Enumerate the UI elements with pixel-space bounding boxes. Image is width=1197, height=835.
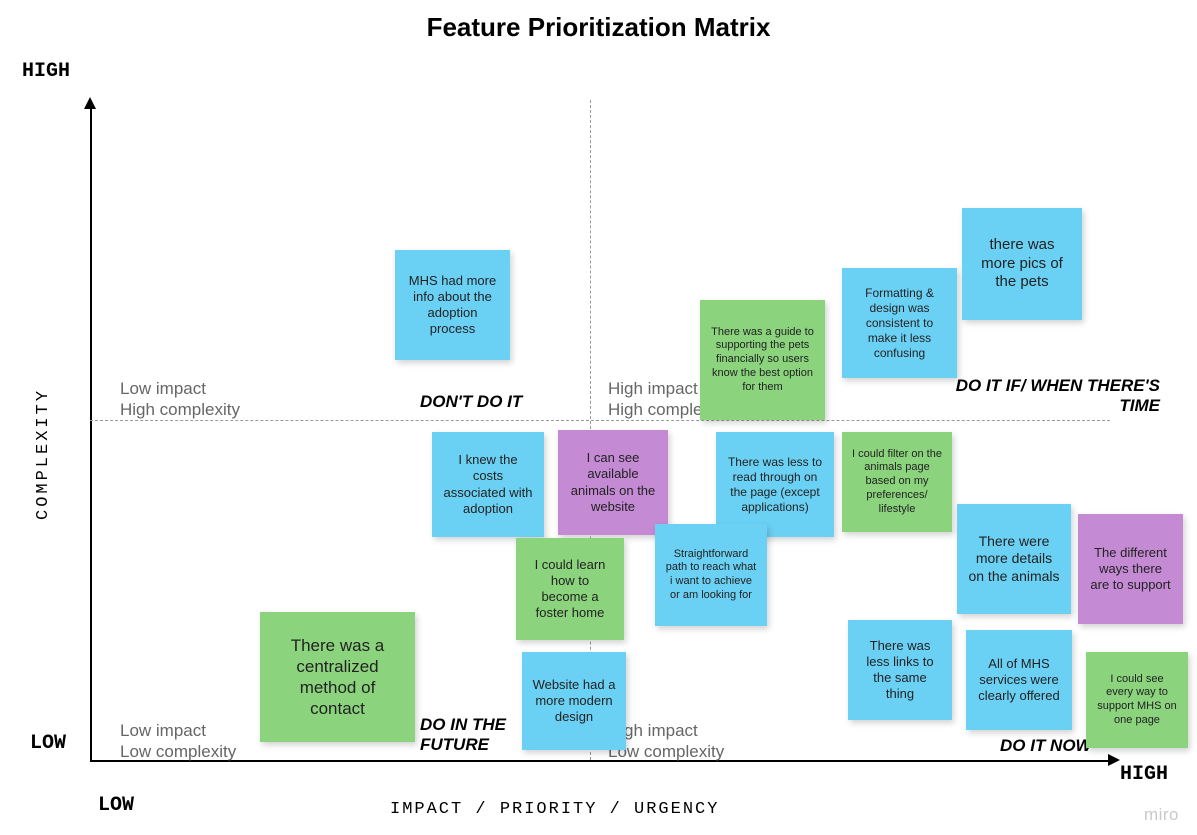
y-low-label: LOW: [30, 732, 66, 755]
page-title: Feature Prioritization Matrix: [0, 12, 1197, 43]
y-axis-title: COMPLEXITY: [34, 388, 53, 520]
sticky-note[interactable]: There was less links to the same thing: [848, 620, 952, 720]
sticky-note[interactable]: I could filter on the animals page based…: [842, 432, 952, 532]
sticky-note[interactable]: I could learn how to become a foster hom…: [516, 538, 624, 640]
sticky-note[interactable]: Formatting & design was consistent to ma…: [842, 268, 957, 378]
sticky-note[interactable]: MHS had more info about the adoption pro…: [395, 250, 510, 360]
y-axis-arrow: [84, 97, 96, 109]
matrix-canvas: { "title": { "text": "Feature Prioritiza…: [0, 0, 1197, 835]
sticky-note[interactable]: I could see every way to support MHS on …: [1086, 652, 1188, 748]
quadrant-action-top-left: DON'T DO IT: [420, 392, 522, 412]
x-axis-arrow: [1108, 754, 1120, 766]
sticky-note[interactable]: there was more pics of the pets: [962, 208, 1082, 320]
sticky-note[interactable]: Website had a more modern design: [522, 652, 626, 750]
sticky-note[interactable]: I knew the costs associated with adoptio…: [432, 432, 544, 537]
sticky-note[interactable]: There was a centralized method of contac…: [260, 612, 415, 742]
y-high-label: HIGH: [22, 60, 70, 83]
y-axis-line: [90, 107, 92, 760]
quadrant-label-bottom-left: Low impactLow complexity: [120, 720, 236, 763]
sticky-note[interactable]: There was a guide to supporting the pets…: [700, 300, 825, 420]
x-low-label: LOW: [98, 794, 134, 817]
quadrant-label-top-left: Low impactHigh complexity: [120, 378, 240, 421]
quadrant-action-top-right: DO IT IF/ WHEN THERE'S TIME: [950, 376, 1160, 417]
x-high-label: HIGH: [1120, 763, 1168, 786]
horizontal-divider: [90, 420, 1110, 421]
quadrant-action-bottom-right: DO IT NOW: [1000, 736, 1092, 756]
sticky-note[interactable]: All of MHS services were clearly offered: [966, 630, 1072, 730]
sticky-note[interactable]: There was less to read through on the pa…: [716, 432, 834, 537]
sticky-note[interactable]: There were more details on the animals: [957, 504, 1071, 614]
x-axis-line: [90, 760, 1110, 762]
miro-watermark: miro: [1144, 805, 1179, 825]
x-axis-title: IMPACT / PRIORITY / URGENCY: [390, 800, 719, 819]
sticky-note[interactable]: Straightforward path to reach what i wan…: [655, 524, 767, 626]
sticky-note[interactable]: The different ways there are to support: [1078, 514, 1183, 624]
sticky-note[interactable]: I can see available animals on the websi…: [558, 430, 668, 535]
